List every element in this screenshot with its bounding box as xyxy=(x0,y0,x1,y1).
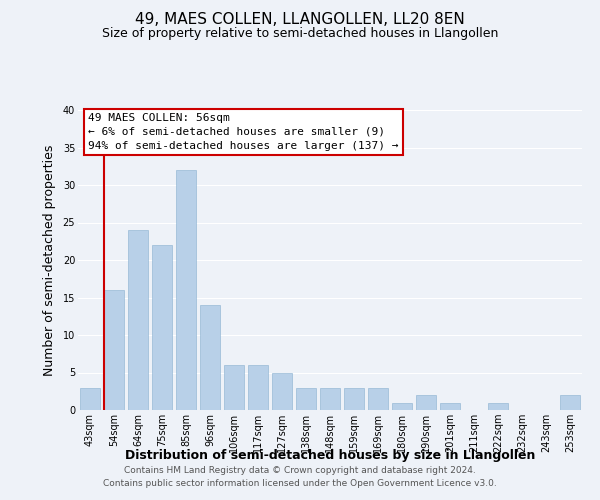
Text: 49 MAES COLLEN: 56sqm
← 6% of semi-detached houses are smaller (9)
94% of semi-d: 49 MAES COLLEN: 56sqm ← 6% of semi-detac… xyxy=(88,113,398,151)
Bar xyxy=(560,395,580,410)
Bar xyxy=(416,395,436,410)
Bar xyxy=(104,290,124,410)
Bar xyxy=(368,388,388,410)
Bar xyxy=(176,170,196,410)
Bar xyxy=(80,388,100,410)
Bar xyxy=(152,245,172,410)
Text: 49, MAES COLLEN, LLANGOLLEN, LL20 8EN: 49, MAES COLLEN, LLANGOLLEN, LL20 8EN xyxy=(135,12,465,28)
Text: Distribution of semi-detached houses by size in Llangollen: Distribution of semi-detached houses by … xyxy=(125,448,535,462)
Bar xyxy=(272,372,292,410)
Bar xyxy=(320,388,340,410)
Bar xyxy=(440,402,460,410)
Bar xyxy=(200,305,220,410)
Text: Size of property relative to semi-detached houses in Llangollen: Size of property relative to semi-detach… xyxy=(102,28,498,40)
Text: Contains HM Land Registry data © Crown copyright and database right 2024.
Contai: Contains HM Land Registry data © Crown c… xyxy=(103,466,497,487)
Y-axis label: Number of semi-detached properties: Number of semi-detached properties xyxy=(43,144,56,376)
Bar xyxy=(392,402,412,410)
Bar xyxy=(224,365,244,410)
Bar xyxy=(344,388,364,410)
Bar xyxy=(248,365,268,410)
Bar xyxy=(488,402,508,410)
Bar xyxy=(128,230,148,410)
Bar xyxy=(296,388,316,410)
